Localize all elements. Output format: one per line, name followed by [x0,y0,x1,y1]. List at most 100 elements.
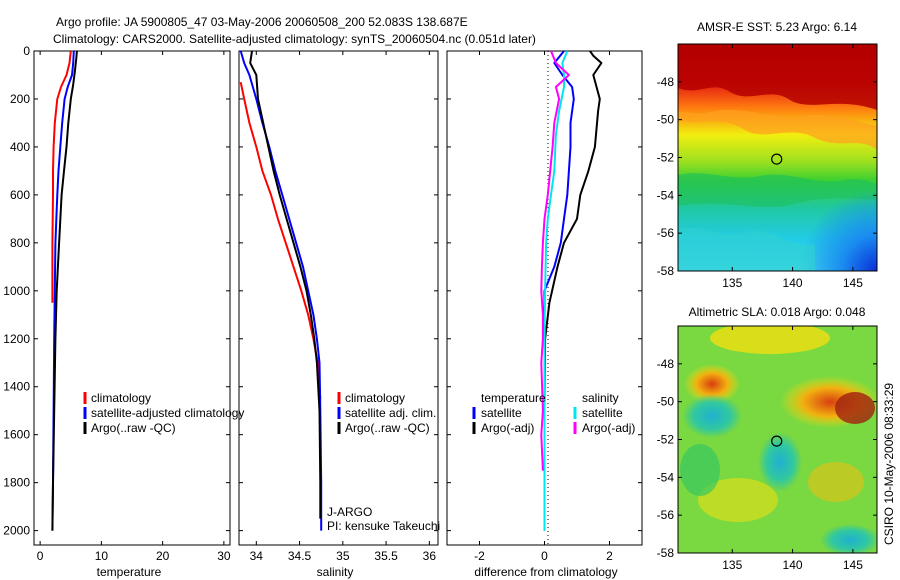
figure-title-line1: Argo profile: JA 5900805_47 03-May-2006 … [56,15,468,29]
difference-xlabel: difference from climatology [474,565,617,579]
series-line-argo-raw-qc- [249,51,322,519]
legend-label-argo: Argo(..raw -QC) [345,421,430,435]
temperature-x-axis: 0 10 20 30 [37,51,231,563]
difference-x-axis: -2 0 2 [474,51,613,563]
lat-tick-label: -56 [657,508,675,522]
temperature-axes-frame [33,50,231,546]
sst-field [678,44,877,271]
lat-tick-label: -48 [657,75,675,89]
y-tick-label: 1800 [3,476,30,490]
temperature-series [51,51,78,531]
legend-title-salinity: salinity [582,391,619,405]
y-tick-label: 600 [10,188,30,202]
x-tick-label: 34 [250,549,264,563]
sst-latitude-axis: -48 -50 -52 -54 -56 -58 [657,75,877,278]
y-tick-label: 1400 [3,380,30,394]
x-tick-label: 0 [541,549,548,563]
lon-tick-label: 145 [843,558,863,572]
x-tick-label: 2 [606,549,613,563]
x-tick-label: 0 [37,549,44,563]
series-line-argo-raw-qc- [51,51,78,531]
y-tick-label: 800 [10,236,30,250]
lon-tick-label: 140 [783,276,803,290]
x-tick-label: 36 [423,549,437,563]
x-tick-label: 30 [217,549,231,563]
x-tick-label: 10 [95,549,109,563]
temperature-xlabel: temperature [97,565,162,579]
depth-axis: 0 200 400 600 800 1000 1200 1400 1600 1800 2000 [3,44,230,538]
difference-profile-panel: -2 0 2 difference from climatology tempera… [446,50,643,579]
salinity-series [239,51,323,531]
legend-label-climatology: climatology [345,391,405,405]
lon-tick-label: 135 [722,558,742,572]
lat-tick-label: -56 [657,226,675,240]
lat-tick-label: -52 [657,433,675,447]
lat-tick-label: -58 [657,264,675,278]
series-line-temperature-argo-adj- [543,51,603,531]
lon-tick-label: 140 [783,558,803,572]
temperature-legend: climatology satellite-adjusted climatolo… [83,391,244,435]
y-tick-label: 1600 [3,428,30,442]
lat-tick-label: -50 [657,395,675,409]
legend-label-sal-argo: Argo(-adj) [582,421,635,435]
difference-series [540,51,603,531]
argo-location-marker [771,435,783,447]
salinity-axes-frame [238,50,439,546]
lon-tick-label: 135 [722,276,742,290]
series-line-climatology [239,81,322,399]
y-tick-label: 1000 [3,284,30,298]
series-line-temperature-satellite [543,51,575,531]
y-tick-label: 0 [23,44,30,58]
lat-tick-label: -52 [657,151,675,165]
sst-map-panel: AMSR-E SST: 5.23 Argo: 6.14 -48 -50 -52 -54… [657,20,878,290]
legend-label-satellite-adjusted: satellite-adjusted climatology [91,406,244,420]
legend-label-climatology: climatology [91,391,151,405]
difference-y-ticks [447,50,642,532]
series-line-satellite-adj-clim- [239,51,323,531]
legend-label-argo: Argo(..raw -QC) [91,421,176,435]
series-line-salinity-satellite [543,51,569,531]
temperature-profile-panel: 0 200 400 600 800 1000 1200 1400 1600 1800 2000 0 1… [3,44,244,579]
lat-tick-label: -58 [657,546,675,560]
sst-map-title: AMSR-E SST: 5.23 Argo: 6.14 [697,20,857,34]
argo-location-marker [771,153,783,165]
sla-longitude-axis: 135 140 145 [722,326,863,572]
legend-title-temperature: temperature [481,391,546,405]
legend-label-satellite: satellite adj. clim. [345,406,436,420]
y-tick-label: 1200 [3,332,30,346]
salinity-profile-panel: 34 34.5 35 35.5 36 salinity climatology sate… [238,50,440,579]
sla-map-panel: Altimetric SLA: 0.018 Argo: 0.048 -48 -50… [657,305,878,572]
salinity-legend: climatology satellite adj. clim. Argo(..… [337,391,436,435]
pi-annotation: PI: kensuke Takeuchi [327,519,440,533]
sst-longitude-axis: 135 140 145 [722,44,863,290]
figure-title-line2: Climatology: CARS2000. Satellite-adjuste… [53,32,536,46]
y-tick-label: 200 [10,92,30,106]
x-tick-label: 34.5 [288,549,312,563]
lat-tick-label: -50 [657,113,675,127]
legend-label-temp-satellite: satellite [481,406,522,420]
series-line-salinity-argo-adj- [540,51,570,471]
salinity-y-ticks [239,50,438,532]
sla-map-title: Altimetric SLA: 0.018 Argo: 0.048 [689,305,866,319]
sla-latitude-axis: -48 -50 -52 -54 -56 -58 [657,357,877,560]
y-tick-label: 400 [10,140,30,154]
salinity-x-axis: 34 34.5 35 35.5 36 [250,51,437,563]
x-tick-label: 35.5 [374,549,398,563]
x-tick-label: 20 [156,549,170,563]
lat-tick-label: -54 [657,470,675,484]
y-tick-label: 2000 [3,524,30,538]
difference-legend: temperature satellite Argo(-adj) salinit… [472,391,635,435]
sla-field [678,326,877,553]
series-line-climatology [51,51,72,303]
legend-label-sal-satellite: satellite [582,406,623,420]
legend-label-temp-argo: Argo(-adj) [481,421,534,435]
program-annotation: J-ARGO [327,505,372,519]
credit-timestamp: CSIRO 10-May-2006 08:33:29 [882,383,896,545]
lon-tick-label: 145 [843,276,863,290]
lat-tick-label: -54 [657,188,675,202]
x-tick-label: 35 [336,549,350,563]
x-tick-label: -2 [474,549,485,563]
salinity-xlabel: salinity [317,565,354,579]
lat-tick-label: -48 [657,357,675,371]
